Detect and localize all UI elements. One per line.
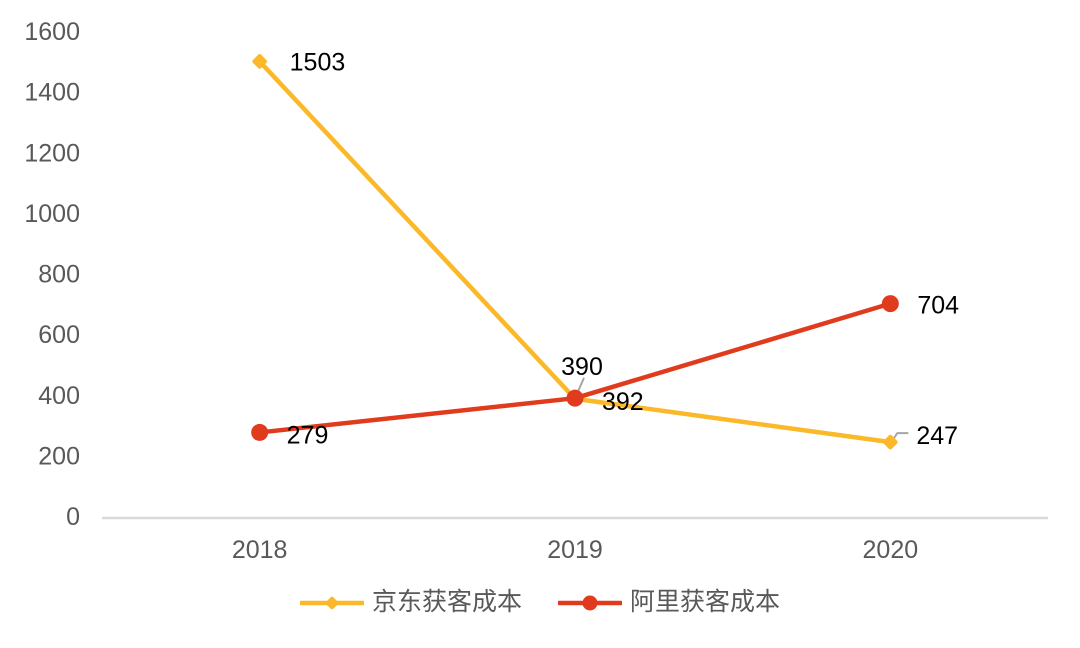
x-tick-label: 2020	[863, 536, 919, 564]
legend: 京东获客成本 阿里获客成本	[0, 590, 1080, 615]
y-tick-label: 400	[38, 382, 80, 410]
jd-series-swatch-icon	[299, 596, 364, 609]
data-point-circle	[566, 389, 584, 407]
y-tick-label: 200	[38, 442, 80, 470]
data-label: 279	[287, 421, 329, 449]
data-label: 247	[916, 422, 958, 450]
legend-label-ali: 阿里获客成本	[630, 588, 781, 616]
y-tick-label: 800	[38, 261, 80, 289]
legend-label-jd: 京东获客成本	[371, 588, 522, 616]
legend-item-ali: 阿里获客成本	[558, 590, 780, 615]
x-tick-label: 2019	[547, 536, 603, 564]
data-label: 392	[602, 388, 644, 416]
y-tick-label: 0	[66, 503, 80, 531]
y-tick-label: 600	[38, 321, 80, 349]
legend-item-jd: 京东获客成本	[299, 588, 522, 616]
data-point-circle	[881, 295, 899, 313]
data-point-diamond	[252, 54, 267, 69]
data-label: 704	[917, 292, 959, 320]
y-tick-label: 1400	[24, 79, 80, 107]
x-tick-label: 2018	[232, 536, 288, 564]
data-label: 1503	[290, 48, 346, 76]
data-label: 390	[561, 353, 603, 381]
data-point-circle	[251, 423, 269, 441]
ali-series-swatch-icon	[558, 595, 622, 610]
data-point-diamond	[883, 434, 898, 450]
series-line-0	[257, 59, 893, 445]
y-tick-label: 1600	[24, 18, 80, 46]
y-tick-label: 1000	[24, 200, 80, 228]
label-leader-line	[892, 432, 909, 440]
y-tick-label: 1200	[24, 139, 80, 167]
